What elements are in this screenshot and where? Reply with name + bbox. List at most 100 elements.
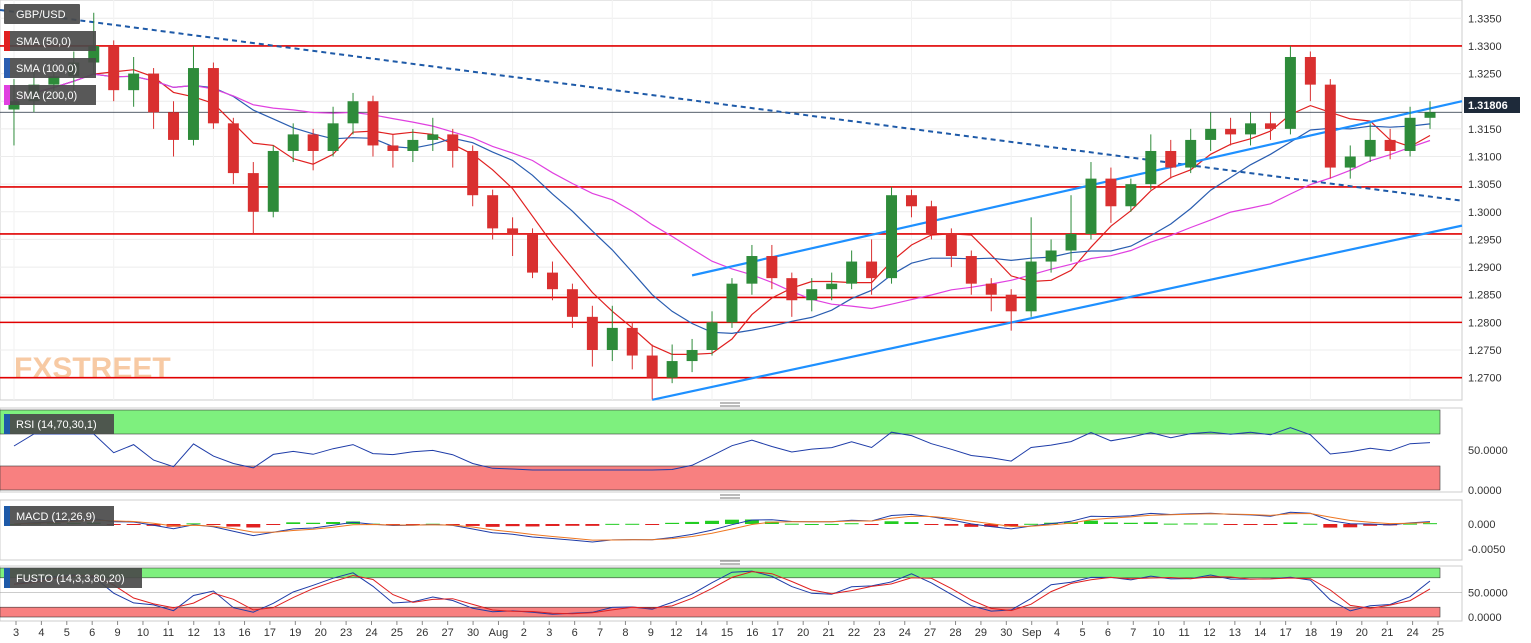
date-tick-label: 19	[289, 627, 301, 639]
candle-body	[507, 228, 519, 234]
rsi-indicator	[13, 427, 1431, 471]
macd-histogram-bar	[1263, 524, 1278, 525]
date-tick-label: 6	[89, 627, 95, 639]
sma100-label[interactable]: SMA (100,0)	[4, 58, 96, 78]
macd-histogram-bar	[605, 523, 620, 525]
candle-body	[88, 45, 100, 63]
date-tick-label: 14	[1254, 627, 1266, 639]
date-tick-label: 10	[1153, 627, 1165, 639]
macd-histogram-bar	[924, 524, 939, 525]
date-tick-label: 7	[597, 627, 603, 639]
macd-histogram-bar	[1363, 524, 1378, 526]
macd-histogram-bar	[226, 524, 241, 527]
candle-body	[427, 134, 439, 140]
candle-body	[985, 283, 997, 295]
candle-body	[1205, 128, 1217, 140]
candle-body	[826, 283, 838, 290]
macd-histogram-bar	[385, 524, 400, 525]
rsi-overbought-zone	[0, 409, 1441, 435]
fusto-indicator	[13, 570, 1431, 615]
price-tick-label: 1.2900	[1468, 262, 1502, 274]
candle-body	[1065, 233, 1077, 251]
rsi-axis-label-0: 0.0000	[1468, 485, 1502, 497]
macd-histogram-bar	[1004, 524, 1019, 527]
rsi-oversold-zone	[0, 465, 1441, 491]
macd-histogram-bar	[1303, 523, 1318, 525]
price-tick-label: 1.2750	[1468, 345, 1502, 357]
candle-body	[407, 139, 419, 151]
candle-body	[965, 256, 977, 284]
date-tick-label: 5	[64, 627, 70, 639]
sma50-label[interactable]: SMA (50,0)	[4, 31, 96, 51]
fusto-label[interactable]: FUSTO (14,3,3,80,20)	[4, 568, 142, 588]
fusto-oversold-zone	[0, 606, 1441, 618]
macd-histogram-bar	[405, 524, 420, 525]
rsi-label[interactable]: RSI (14,70,30,1)	[4, 414, 114, 434]
date-tick-label: 27	[924, 627, 936, 639]
macd-histogram-bar	[864, 524, 879, 525]
date-tick-label: 15	[721, 627, 733, 639]
macd-histogram-bar	[784, 523, 799, 525]
macd-panel	[0, 499, 1463, 561]
candle-body	[646, 355, 658, 378]
symbol-label[interactable]: GBP/USD	[4, 4, 80, 24]
candle-body	[766, 256, 778, 279]
date-tick-label: 20	[797, 627, 809, 639]
price-tick-label: 1.3000	[1468, 207, 1502, 219]
macd-label-text: MACD (12,26,9)	[16, 511, 95, 523]
macd-histogram-bar	[525, 524, 540, 527]
candle-body	[447, 134, 459, 151]
date-tick-label: 13	[213, 627, 225, 639]
date-tick-label: 10	[137, 627, 149, 639]
date-tick-label: 5	[1079, 627, 1085, 639]
price-tick-label: 1.3250	[1468, 69, 1502, 81]
date-tick-label: 17	[1280, 627, 1292, 639]
date-tick-label: 6	[1105, 627, 1111, 639]
macd-histogram-bar	[1283, 522, 1298, 524]
date-tick-label: 30	[1000, 627, 1012, 639]
fusto-label-text: FUSTO (14,3,3,80,20)	[16, 573, 125, 585]
date-tick-label: 6	[572, 627, 578, 639]
candle-body	[546, 272, 558, 290]
macd-histogram-bar	[904, 522, 919, 524]
candle-body	[8, 101, 20, 110]
panel-splitters[interactable]	[720, 402, 740, 565]
sma200-line	[13, 73, 1431, 310]
date-tick-label: 13	[1229, 627, 1241, 639]
date-tick-label: 18	[1305, 627, 1317, 639]
candle-body	[267, 150, 279, 212]
macd-histogram-bar	[166, 524, 181, 527]
macd-histogram-bar	[266, 524, 281, 525]
candle-body	[666, 361, 678, 378]
date-tick-label: 7	[1130, 627, 1136, 639]
candle-body	[1005, 294, 1017, 312]
date-tick-label: 21	[822, 627, 834, 639]
price-tick-label: 1.2700	[1468, 373, 1502, 385]
sma100-line	[13, 73, 1431, 335]
macd-histogram-bar	[326, 521, 341, 524]
candle-body	[786, 278, 798, 301]
candle-body	[925, 206, 937, 234]
candle-body	[1384, 139, 1396, 151]
candle-body	[347, 101, 359, 124]
candle-body	[487, 195, 499, 229]
candle-body	[1165, 150, 1177, 168]
macd-label[interactable]: MACD (12,26,9)	[4, 506, 114, 526]
fusto-axis-label-50: 50.0000	[1468, 588, 1508, 600]
rsi-zones	[0, 409, 1441, 491]
date-tick-label: 12	[670, 627, 682, 639]
candle-body	[606, 327, 618, 351]
sma200-label[interactable]: SMA (200,0)	[4, 85, 96, 105]
macd-histogram-bar	[1403, 523, 1418, 525]
symbol-label-text: GBP/USD	[16, 9, 66, 21]
macd-axis-label-neg: -0.0050	[1468, 544, 1505, 556]
last-price-value: 1.31806	[1468, 100, 1508, 112]
macd-histogram-bar	[505, 524, 520, 527]
date-tick-label: 3	[13, 627, 19, 639]
candle-body	[247, 173, 259, 212]
indicator-axes: 50.0000 0.0000 0.000 -0.0050 50.0000 0.0000	[1468, 445, 1508, 624]
macd-histogram-bar	[246, 524, 261, 528]
price-tick-label: 1.2950	[1468, 234, 1502, 246]
price-tick-label: 1.3100	[1468, 152, 1502, 164]
candle-body	[1264, 123, 1276, 129]
